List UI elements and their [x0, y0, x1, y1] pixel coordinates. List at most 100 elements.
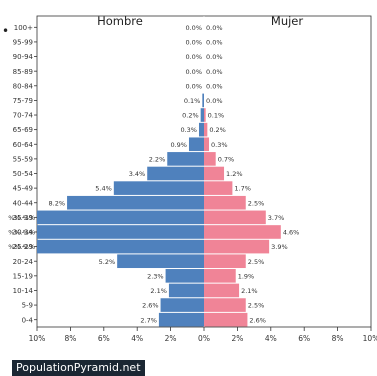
male-bar — [167, 152, 204, 166]
male-overflow-label: %%.%% — [8, 229, 35, 237]
male-bar — [198, 122, 204, 137]
male-value-label: 0.3% — [180, 126, 197, 134]
female-bar — [204, 298, 246, 312]
male-overflow-label: %%.%% — [8, 214, 35, 222]
age-group-label: 60-64 — [13, 141, 34, 149]
female-value-label: 2.5% — [248, 302, 265, 310]
male-bar — [37, 239, 204, 254]
age-group-label: 15-19 — [13, 272, 33, 280]
male-bar — [165, 269, 204, 283]
x-tick-label: 0% — [198, 334, 210, 343]
female-bar — [204, 312, 248, 327]
female-bar — [204, 254, 246, 269]
x-tick-label: 10% — [29, 334, 46, 343]
age-group-label: 85-89 — [13, 68, 33, 76]
x-tick-label: 6% — [298, 334, 310, 343]
female-value-label: 1.9% — [238, 272, 255, 280]
age-group-label: 45-49 — [13, 185, 33, 193]
age-group-label: 30-34 — [13, 229, 34, 237]
male-value-label: 0.0% — [185, 68, 202, 76]
male-value-label: 0.1% — [184, 97, 201, 105]
male-value-label: 0.2% — [182, 112, 199, 120]
male-bar — [67, 195, 204, 210]
age-group-label: 80-84 — [13, 82, 34, 90]
age-group-label: 55-59 — [13, 155, 33, 163]
age-group-label: 25-29 — [13, 243, 33, 251]
age-group-label: 75-79 — [13, 97, 33, 105]
male-value-label: 5.2% — [99, 258, 116, 266]
x-tick-label: 6% — [98, 334, 110, 343]
age-group-label: 65-69 — [13, 126, 33, 134]
male-title: Hombre — [97, 14, 143, 28]
age-group-label: 100+ — [14, 24, 33, 32]
female-bar — [204, 181, 233, 195]
age-group-label: 40-44 — [13, 199, 34, 207]
x-tick-label: 2% — [165, 334, 177, 343]
female-value-label: 2.5% — [248, 258, 265, 266]
female-value-label: 0.2% — [209, 126, 226, 134]
male-bar — [168, 283, 204, 298]
male-value-label: 2.3% — [147, 272, 164, 280]
male-value-label: 2.1% — [150, 287, 167, 295]
age-group-label: 95-99 — [13, 39, 33, 47]
female-value-label: 2.6% — [249, 316, 266, 324]
female-bar — [204, 137, 210, 152]
female-value-label: 3.7% — [268, 214, 285, 222]
male-value-label: 2.6% — [142, 302, 159, 310]
age-group-label: 20-24 — [13, 258, 34, 266]
male-bar — [202, 93, 204, 108]
male-value-label: 0.0% — [185, 24, 202, 32]
male-value-label: 8.2% — [49, 199, 66, 207]
female-value-label: 1.2% — [226, 170, 243, 178]
x-tick-label: 8% — [332, 334, 344, 343]
male-bar — [188, 137, 204, 152]
male-value-label: 2.2% — [149, 155, 166, 163]
female-value-label: 0.3% — [211, 141, 228, 149]
female-bar — [204, 225, 281, 239]
female-value-label: 0.0% — [206, 39, 223, 47]
age-group-label: 5-9 — [22, 302, 33, 310]
bars-layer — [37, 93, 281, 327]
male-bar — [158, 312, 204, 327]
female-value-label: 0.0% — [206, 53, 223, 61]
female-value-label: 0.7% — [218, 155, 235, 163]
male-value-label: 0.0% — [185, 39, 202, 47]
female-bar — [204, 108, 206, 122]
labels-layer: 0.0% 0.0% 0.0% 0.0% 0.0% 0.0% 0.0% 0.0% 0.0% 0.0%… — [8, 24, 299, 324]
female-bar — [204, 210, 266, 225]
male-value-label: 5.4% — [95, 185, 112, 193]
age-group-label: 35-39 — [13, 214, 33, 222]
female-bar — [204, 122, 208, 137]
female-bar — [204, 269, 236, 283]
male-value-label: 0.0% — [185, 82, 202, 90]
male-bar — [37, 210, 204, 225]
male-bar — [160, 298, 204, 312]
x-tick-label: 2% — [231, 334, 243, 343]
female-value-label: 1.7% — [234, 185, 251, 193]
male-value-label: 0.9% — [170, 141, 187, 149]
x-tick-label: 10% — [363, 334, 377, 343]
female-value-label: 0.0% — [206, 24, 223, 32]
male-bar — [147, 166, 204, 181]
female-value-label: 3.9% — [271, 243, 288, 251]
male-bar — [200, 108, 204, 122]
age-group-label: 70-74 — [13, 112, 34, 120]
female-value-label: 2.5% — [248, 199, 265, 207]
female-bar — [204, 166, 225, 181]
female-title: Mujer — [271, 14, 303, 28]
male-bar — [37, 225, 204, 239]
age-group-label: 10-14 — [13, 287, 34, 295]
female-value-label: 2.1% — [241, 287, 258, 295]
female-value-label: 0.0% — [206, 97, 223, 105]
male-value-label: 3.4% — [129, 170, 146, 178]
watermark-label: PopulationPyramid.net — [12, 360, 145, 376]
male-overflow-label: %%.%% — [8, 243, 35, 251]
female-bar — [204, 152, 216, 166]
age-group-label: 90-94 — [13, 53, 34, 61]
male-value-label: 2.7% — [140, 316, 157, 324]
x-tick-label: 4% — [265, 334, 277, 343]
male-value-label: 0.0% — [185, 53, 202, 61]
female-value-label: 0.0% — [206, 68, 223, 76]
female-bar — [204, 239, 270, 254]
